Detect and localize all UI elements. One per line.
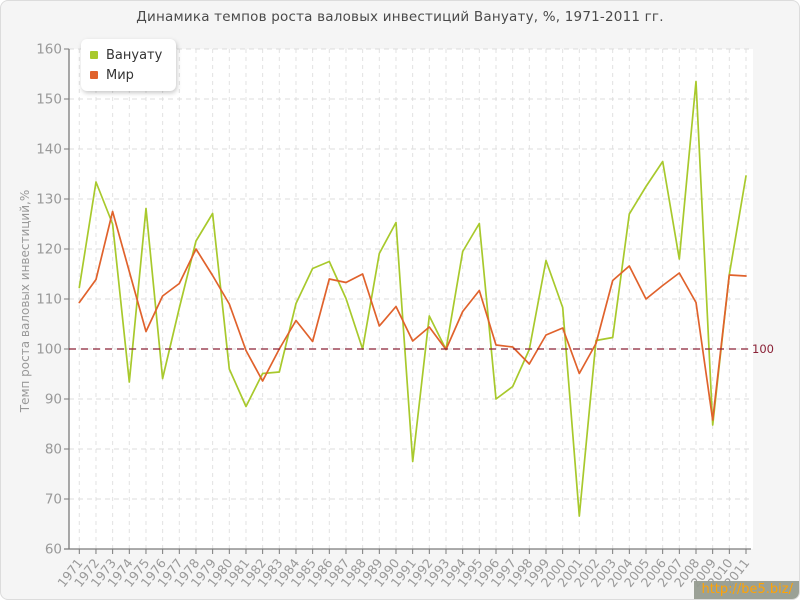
legend-swatch-world xyxy=(90,71,98,79)
legend: Вануату Мир xyxy=(81,39,177,91)
axes: 6070809010011012013014015016019711972197… xyxy=(36,42,752,590)
y-tick-label: 110 xyxy=(36,292,62,308)
watermark-link[interactable]: http://be5.biz/ xyxy=(694,581,799,599)
y-tick-label: 160 xyxy=(36,42,62,58)
reference-line-label: 100 xyxy=(752,342,774,356)
y-tick-label: 70 xyxy=(45,492,62,508)
series-line-vanuatu xyxy=(78,80,747,517)
reference-line-100: 100 xyxy=(69,342,774,356)
legend-swatch-vanuatu xyxy=(90,51,98,59)
chart-title: Динамика темпов роста валовых инвестиций… xyxy=(136,9,664,25)
y-tick-label: 120 xyxy=(36,242,62,258)
y-tick-label: 100 xyxy=(36,342,62,358)
y-tick-label: 60 xyxy=(45,542,62,558)
y-tick-label: 140 xyxy=(36,142,62,158)
y-tick-label: 90 xyxy=(45,392,62,408)
y-axis-title: Темп роста валовых инвестиций,% xyxy=(18,189,32,413)
y-tick-label: 150 xyxy=(36,92,62,108)
legend-label-world: Мир xyxy=(106,67,134,83)
series-line-world xyxy=(78,210,747,421)
legend-item-world: Мир xyxy=(90,65,162,85)
y-tick-label: 80 xyxy=(45,442,62,458)
legend-item-vanuatu: Вануату xyxy=(90,45,162,65)
legend-label-vanuatu: Вануату xyxy=(106,47,163,63)
y-tick-label: 130 xyxy=(36,192,62,208)
